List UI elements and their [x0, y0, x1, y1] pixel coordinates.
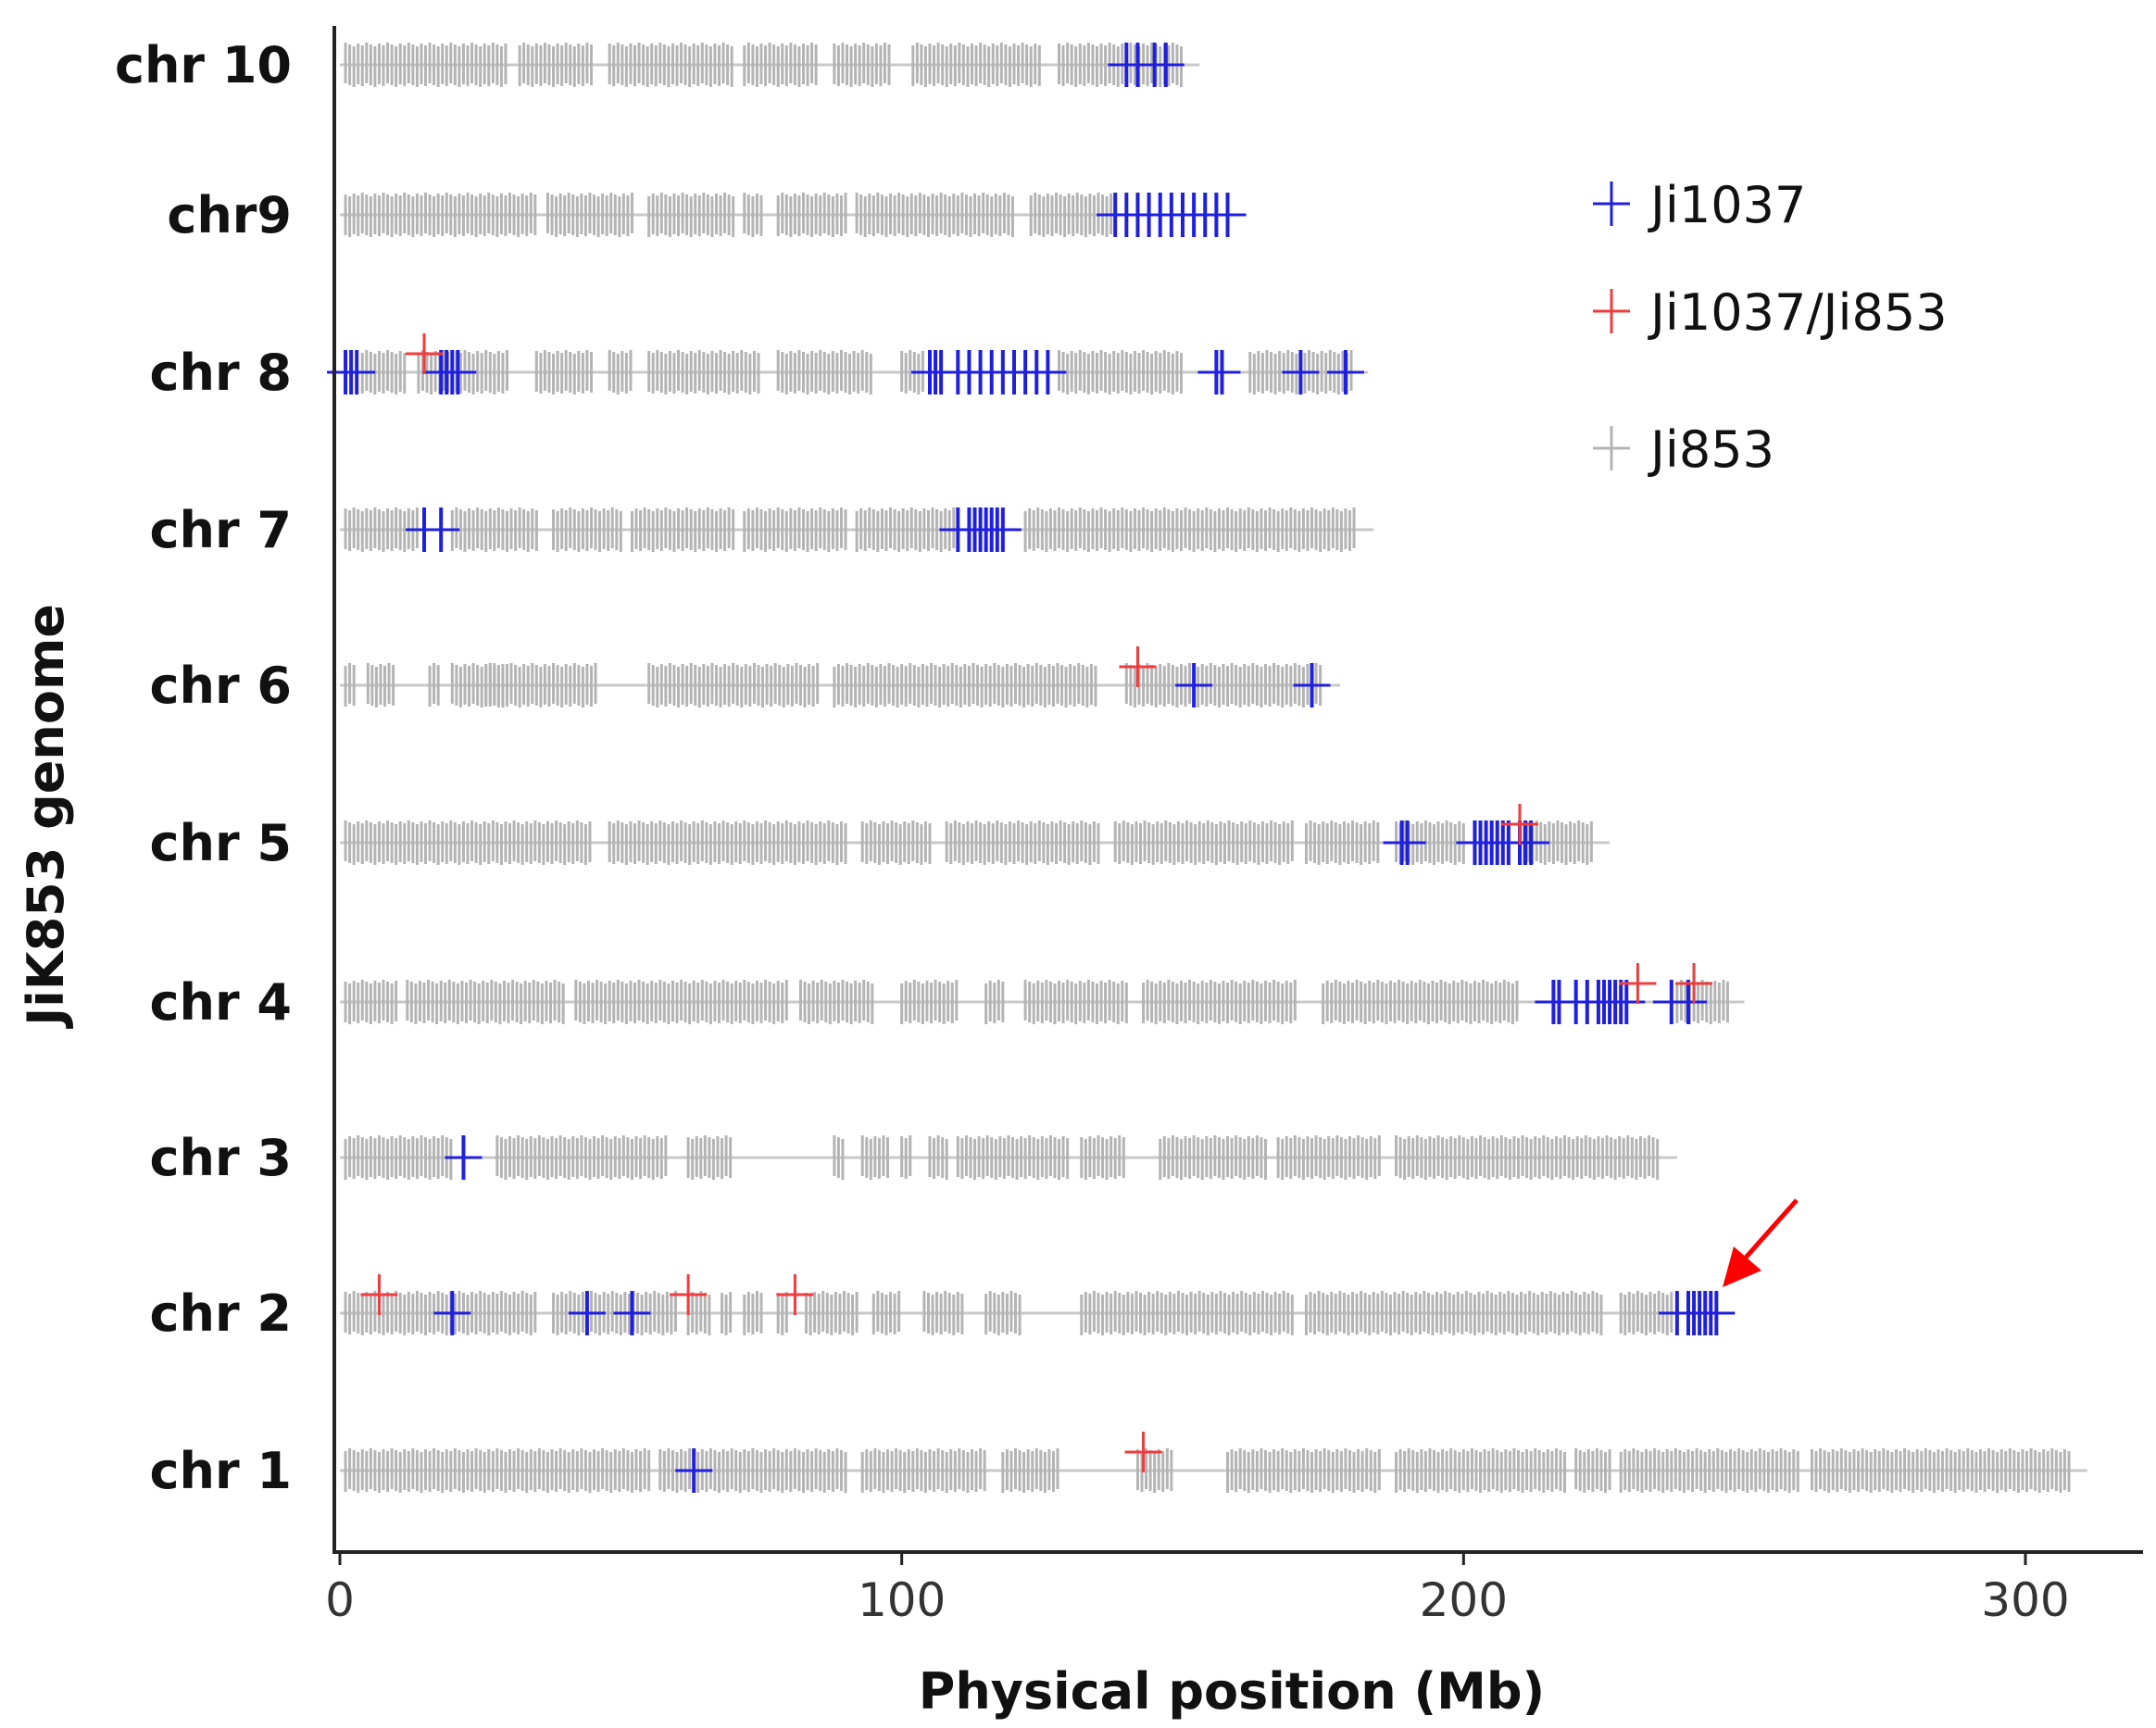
- legend-label: Ji853: [1648, 420, 1774, 479]
- chromosome-label: chr 2: [150, 1284, 292, 1343]
- legend-item: Ji1037: [1593, 176, 1806, 234]
- legend-item: Ji1037/Ji853: [1593, 283, 1948, 342]
- legend-label: Ji1037: [1648, 176, 1806, 234]
- chromosome-chr10: [340, 43, 1200, 87]
- x-tick-label: 200: [1420, 1573, 1508, 1627]
- data-marks: [327, 43, 2087, 1493]
- x-tick-label: 0: [325, 1573, 355, 1627]
- x-tick-label: 300: [1981, 1573, 2069, 1627]
- chromosome-label: chr9: [167, 186, 292, 244]
- chromosome-chr8: [327, 333, 1369, 394]
- chromosome-chr1: [340, 1432, 2087, 1493]
- chromosome-chr9: [340, 193, 1247, 237]
- chromosome-chr2: [340, 1274, 1736, 1335]
- chromosome-label: chr 10: [115, 36, 292, 94]
- chromosome-label: chr 5: [150, 814, 292, 872]
- chromosome-label: chr 6: [150, 657, 292, 715]
- chromosome-label: chr 1: [150, 1442, 292, 1500]
- chromosome-chr5: [340, 804, 1611, 865]
- x-axis-ticks: 0 100 200 300: [325, 1552, 2070, 1627]
- axes: [332, 26, 2143, 1554]
- legend-item: Ji853: [1593, 420, 1774, 479]
- annotation-arrow: [1723, 1198, 1799, 1287]
- annotation-arrow-head: [1723, 1246, 1761, 1287]
- category-labels: chr 10 chr9 chr 8 chr 7 chr 6 chr 5 chr 4 chr 3…: [115, 36, 292, 1500]
- chromosome-label: chr 3: [150, 1129, 292, 1187]
- chromosome-chr4: [340, 963, 1745, 1024]
- chromosome-chr7: [340, 507, 1374, 552]
- legend: Ji1037 Ji1037/Ji853 Ji853: [1593, 176, 1948, 479]
- chromosome-label: chr 4: [150, 973, 292, 1032]
- chromosome-chr3: [340, 1135, 1677, 1180]
- x-axis-title: Physical position (Mb): [919, 1662, 1545, 1721]
- annotation-arrow-shaft: [1744, 1198, 1799, 1259]
- y-axis-title: JiK853 genome: [17, 604, 75, 1030]
- chromosome-label: chr 7: [150, 501, 292, 559]
- chromosome-label: chr 8: [150, 344, 292, 402]
- chromosome-chr6: [340, 646, 1340, 707]
- legend-label: Ji1037/Ji853: [1648, 283, 1948, 342]
- x-tick-label: 100: [858, 1573, 946, 1627]
